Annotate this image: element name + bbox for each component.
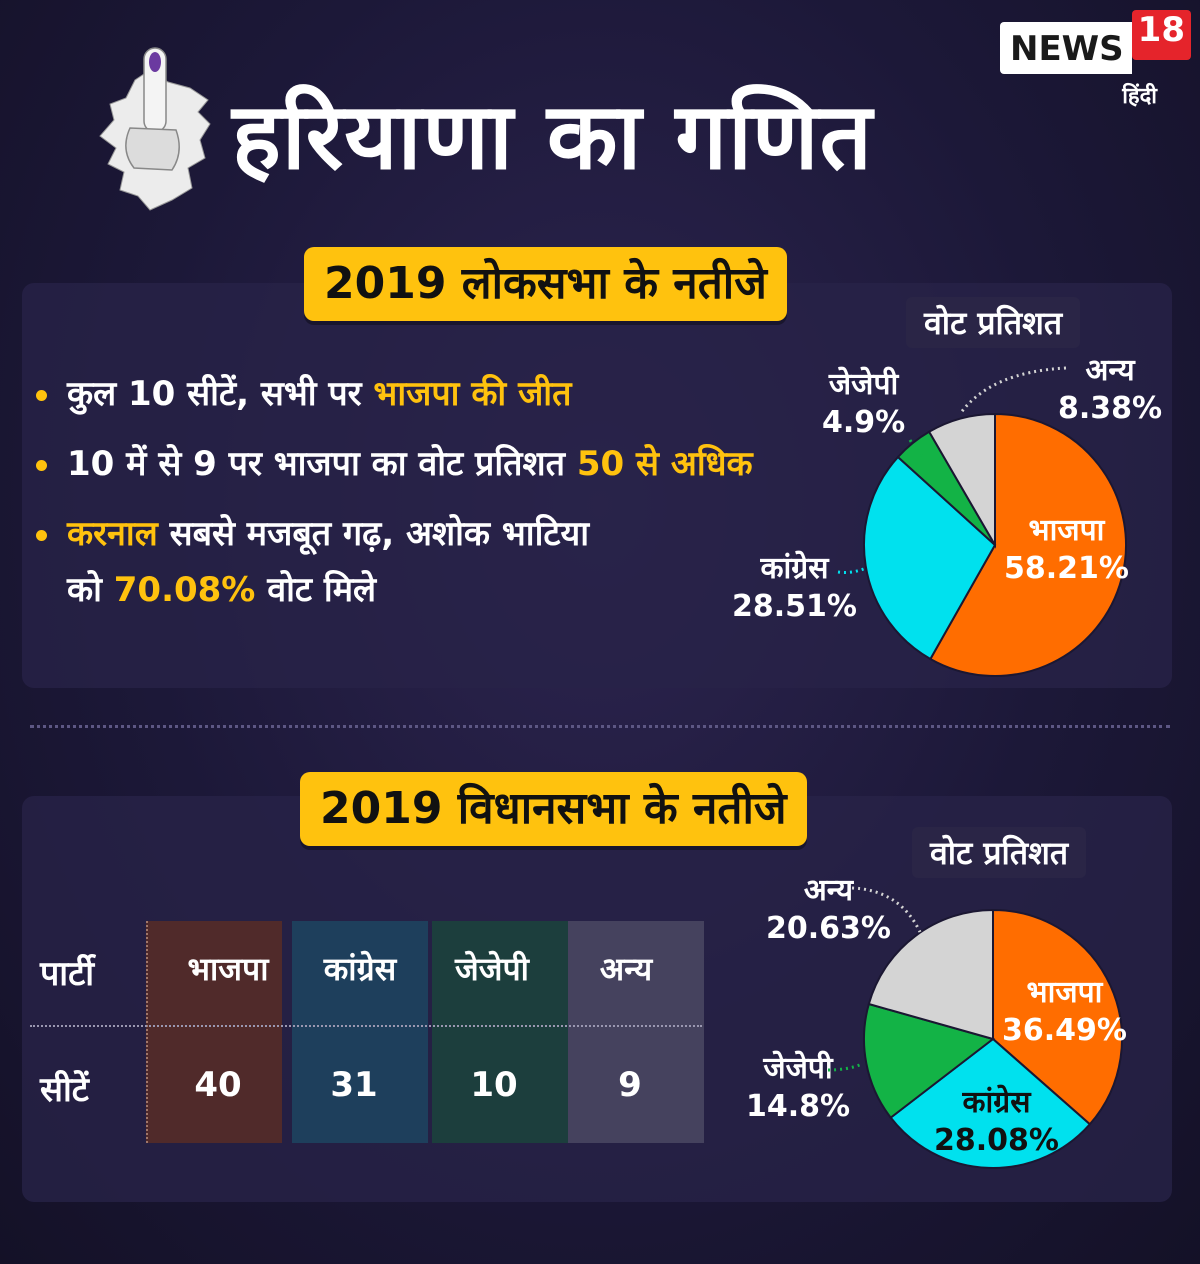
col-bg-congress: [292, 921, 428, 1143]
pie1-label-name: अन्य: [1085, 353, 1135, 388]
vidhansabha-heading: 2019 विधानसभा के नतीजे: [300, 772, 807, 846]
seats-others: 9: [618, 1065, 642, 1105]
pie1-label-congress: कांग्रेस 28.51%: [732, 550, 857, 626]
logo-news-text: NEWS: [1000, 22, 1132, 74]
slice-others: [867, 908, 994, 1041]
bullet-highlight: करनाल: [67, 514, 158, 554]
bullet-item: करनाल सबसे मजबूत गढ़, अशोक भाटिया: [36, 512, 753, 556]
col-bg-jjp: [432, 921, 568, 1143]
loksabha-heading: 2019 लोकसभा के नतीजे: [304, 247, 787, 321]
pie1-label-value: 4.9%: [822, 405, 906, 440]
pie2-label-name: भाजपा: [1026, 975, 1103, 1010]
pie1-label-value: 8.38%: [1058, 391, 1163, 426]
section-divider: [30, 725, 1170, 728]
slice-others: [927, 412, 996, 549]
party-header-jjp: जेजेपी: [455, 950, 529, 988]
pie2-label-jjp: जेजेपी 14.8%: [746, 1050, 850, 1126]
logo-number: 18: [1131, 10, 1191, 60]
bullet-dot: [36, 460, 47, 471]
pie2-label-value: 36.49%: [1002, 1013, 1127, 1048]
pie1-label-value: 58.21%: [1004, 551, 1129, 586]
haryana-map-hand-icon: [99, 47, 211, 211]
loksabha-vote-pie: [863, 412, 1127, 677]
pie1-label-value: 28.51%: [732, 589, 857, 624]
party-header-bjp: भाजपा: [187, 950, 269, 988]
pie1-label-name: भाजपा: [1028, 513, 1105, 548]
row-label-seats: सीटें: [40, 1070, 89, 1110]
loksabha-vote-label: वोट प्रतिशत: [906, 297, 1081, 348]
seats-jjp: 10: [470, 1065, 518, 1105]
slice-bjp: [929, 412, 1127, 677]
pie2-label-value: 14.8%: [746, 1089, 851, 1124]
pie2-label-others: अन्य 20.63%: [766, 872, 891, 948]
col-bg-others: [568, 921, 704, 1143]
vidhansabha-vote-label: वोट प्रतिशत: [912, 827, 1087, 878]
bullet-dot: [36, 390, 47, 401]
seats-congress: 31: [330, 1065, 378, 1105]
seats-bjp: 40: [194, 1065, 242, 1105]
bullet-item: कुल 10 सीटें, सभी पर भाजपा की जीत: [36, 372, 753, 416]
bullet-item-continued: को 70.08% वोट मिले: [36, 568, 753, 612]
bullet-text: सबसे मजबूत गढ़, अशोक भाटिया: [157, 514, 590, 554]
pie2-label-value: 20.63%: [766, 911, 891, 946]
seats-table: पार्टी सीटें भाजपा कांग्रेस जेजेपी अन्य …: [30, 921, 710, 1143]
pie2-label-bjp: भाजपा 36.49%: [1002, 974, 1127, 1050]
vidhansabha-vote-pie: [863, 908, 1123, 1169]
bullet-highlight: भाजपा की जीत: [373, 374, 572, 414]
bullet-highlight: 50 से अधिक: [576, 444, 753, 484]
bullet-highlight: 70.08%: [113, 570, 256, 610]
slice-congress: [863, 455, 997, 661]
pie1-label-others: अन्य 8.38%: [1058, 352, 1162, 428]
bullet-text: को: [67, 570, 114, 610]
pie1-label-name: जेजेपी: [828, 367, 899, 402]
table-row-divider: [30, 1025, 702, 1027]
bullet-text: 10 में से 9 पर भाजपा का वोट प्रतिशत: [67, 444, 577, 484]
pie2-label-name: जेजेपी: [763, 1051, 833, 1086]
pie2-label-congress: कांग्रेस 28.08%: [934, 1084, 1059, 1160]
page-title: हरियाणा का गणित: [232, 83, 873, 190]
pie2-label-name: अन्य: [803, 873, 854, 908]
pie1-label-name: कांग्रेस: [760, 551, 829, 586]
party-header-others: अन्य: [599, 950, 653, 988]
col-bg-bjp: [146, 921, 282, 1143]
pie2-label-name: कांग्रेस: [962, 1085, 1031, 1120]
bullet-text: वोट मिले: [255, 570, 377, 610]
bullet-dot: [36, 530, 47, 541]
slice-jjp: [863, 1002, 996, 1120]
slice-bjp: [992, 908, 1123, 1126]
slice-congress: [889, 1037, 1092, 1169]
logo-subtitle: हिंदी: [1122, 84, 1157, 109]
loksabha-bullets: कुल 10 सीटें, सभी पर भाजपा की जीत 10 में…: [36, 372, 753, 638]
pie1-label-bjp: भाजपा 58.21%: [1004, 512, 1129, 588]
bullet-item: 10 में से 9 पर भाजपा का वोट प्रतिशत 50 स…: [36, 442, 753, 486]
row-label-party: पार्टी: [40, 954, 95, 994]
pie1-leader-lines: [837, 366, 1067, 574]
news18-logo: NEWS 18 हिंदी: [1000, 10, 1191, 110]
pie2-label-value: 28.08%: [934, 1123, 1059, 1158]
party-header-congress: कांग्रेस: [323, 950, 397, 988]
pie1-label-jjp: जेजेपी 4.9%: [822, 366, 905, 442]
bullet-text: कुल 10 सीटें, सभी पर: [67, 374, 374, 414]
